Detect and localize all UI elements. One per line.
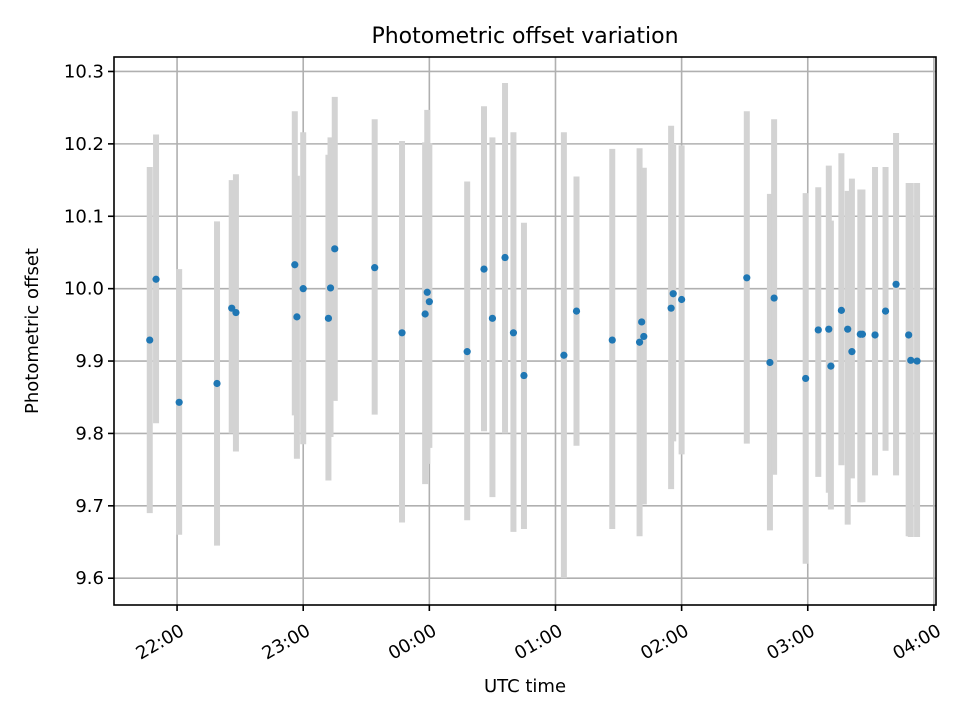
data-point: [326, 284, 335, 292]
data-point: [913, 357, 921, 365]
data-point: [678, 295, 686, 304]
chart-title: Photometric offset variation: [371, 24, 678, 49]
data-point: [501, 253, 509, 262]
data-point: [667, 304, 675, 312]
data-point: [635, 338, 644, 346]
y-tick-label: 9.8: [75, 423, 104, 444]
y-tick-label: 10.1: [64, 206, 104, 227]
y-axis-ticks: 9.6 9.7 9.8 9.9 10.0 10.1 10.2 10.3: [64, 61, 114, 589]
data-point: [848, 348, 856, 356]
data-point: [463, 348, 471, 356]
data-point: [640, 332, 648, 341]
data-point: [766, 358, 774, 367]
data-point: [871, 331, 879, 339]
data-point: [560, 351, 568, 359]
data-point: [291, 261, 299, 269]
data-point: [398, 329, 406, 337]
y-tick-label: 9.6: [75, 568, 104, 589]
data-point: [770, 294, 778, 302]
y-tick-label: 10.0: [64, 279, 104, 300]
data-point: [331, 245, 339, 253]
data-point: [423, 288, 431, 296]
y-axis-label: Photometric offset: [22, 248, 43, 414]
data-point: [743, 274, 751, 282]
data-point: [825, 325, 833, 333]
data-point: [299, 285, 307, 293]
data-point: [892, 280, 900, 288]
data-point: [324, 314, 333, 322]
data-point: [881, 307, 890, 315]
data-point: [837, 306, 845, 314]
data-point: [488, 314, 497, 322]
data-point: [371, 264, 379, 272]
data-point: [152, 275, 160, 283]
y-tick-label: 9.7: [75, 496, 104, 517]
data-point: [293, 313, 301, 321]
data-point: [608, 336, 616, 344]
data-point: [638, 318, 646, 326]
data-point: [421, 310, 429, 318]
data-point: [175, 398, 183, 406]
data-point: [509, 329, 518, 337]
plot-area-frame: [113, 56, 937, 606]
data-point: [213, 379, 221, 388]
data-point: [814, 326, 822, 334]
y-tick-label: 10.2: [64, 134, 104, 155]
data-point: [572, 307, 581, 315]
data-point: [858, 330, 867, 338]
data-point: [827, 362, 835, 370]
data-point: [905, 331, 913, 339]
data-point: [669, 290, 677, 298]
data-point: [520, 371, 528, 380]
data-point: [844, 325, 852, 333]
data-point: [480, 265, 488, 273]
data-point: [146, 336, 154, 344]
data-point: [802, 374, 810, 383]
data-point: [907, 356, 915, 364]
data-points: [146, 245, 921, 406]
x-axis-label: UTC time: [484, 676, 566, 697]
y-tick-label: 10.3: [64, 61, 104, 82]
data-point: [425, 298, 433, 306]
y-tick-label: 9.9: [75, 351, 104, 372]
data-point: [232, 308, 240, 317]
